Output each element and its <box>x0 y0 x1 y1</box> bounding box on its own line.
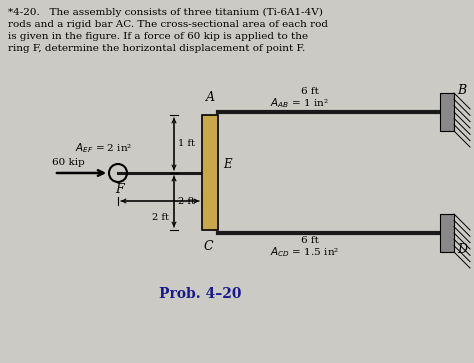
Text: $A_{AB}$ = 1 in²: $A_{AB}$ = 1 in² <box>270 96 328 110</box>
Text: $A_{CD}$ = 1.5 in²: $A_{CD}$ = 1.5 in² <box>270 245 339 259</box>
Text: B: B <box>457 84 466 97</box>
Bar <box>440 93 454 131</box>
Text: 2 ft: 2 ft <box>178 197 195 206</box>
Bar <box>440 214 454 252</box>
Text: 6 ft: 6 ft <box>301 87 319 96</box>
Text: $A_{EF}$ = 2 in²: $A_{EF}$ = 2 in² <box>75 141 132 155</box>
Text: C: C <box>203 240 213 253</box>
Text: F: F <box>116 183 124 196</box>
Text: E: E <box>223 158 232 171</box>
Text: *4-20.   The assembly consists of three titanium (Ti-6A1-4V)
rods and a rigid ba: *4-20. The assembly consists of three ti… <box>8 8 328 53</box>
Text: A: A <box>206 91 215 104</box>
Bar <box>202 115 218 230</box>
Text: 60 kip: 60 kip <box>52 158 85 167</box>
Text: D: D <box>457 243 467 256</box>
Text: Prob. 4–20: Prob. 4–20 <box>159 287 241 301</box>
Text: 6 ft: 6 ft <box>301 236 319 245</box>
Text: 1 ft: 1 ft <box>178 139 195 148</box>
Text: 2 ft: 2 ft <box>152 213 168 222</box>
